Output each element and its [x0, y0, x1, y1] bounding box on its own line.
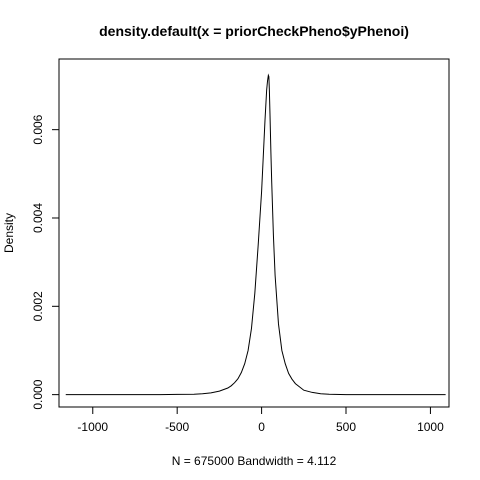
y-tick-label: 0.002: [31, 291, 45, 321]
chart-title: density.default(x = priorCheckPheno$yPhe…: [99, 23, 409, 39]
x-tick-label: -500: [165, 420, 189, 434]
y-axis-label: Density: [2, 213, 16, 253]
x-tick-label: 500: [336, 420, 356, 434]
x-tick-label: -1000: [77, 420, 108, 434]
plot-frame: [58, 58, 450, 408]
x-axis-label: N = 675000 Bandwidth = 4.112: [172, 454, 337, 468]
x-axis: -1000 -500 0 500 1000: [77, 406, 444, 434]
y-tick-label: 0.004: [31, 203, 45, 233]
y-tick-label: 0.000: [31, 379, 45, 409]
x-tick-label: 0: [258, 420, 265, 434]
density-line: [65, 73, 446, 396]
x-tick-label: 1000: [417, 420, 444, 434]
y-tick-label: 0.006: [31, 114, 45, 144]
y-axis: 0.000 0.002 0.004 0.006: [31, 114, 60, 410]
